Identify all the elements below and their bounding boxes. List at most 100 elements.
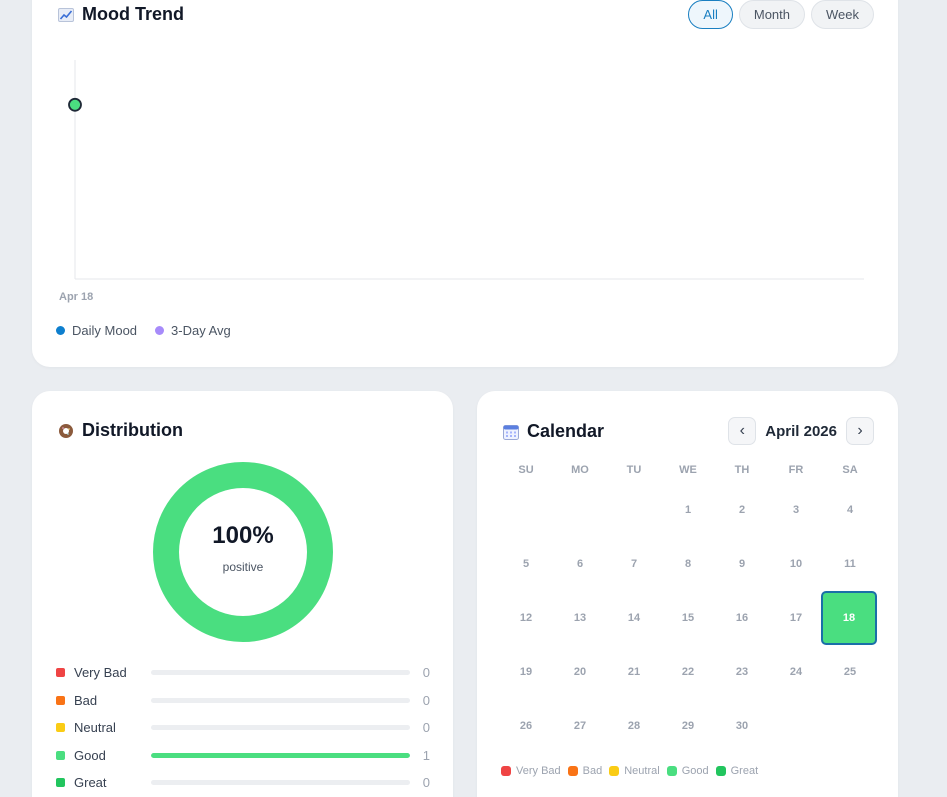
donut-subtitle: positive [222,560,264,574]
calendar-empty-cell [607,483,661,537]
distribution-title-text: Distribution [82,420,183,440]
donut-chart [153,462,333,642]
calendar-day[interactable]: 5 [522,558,530,570]
calendar-title: Calendar [503,421,604,442]
mood-trend-card: Mood Trend All Month Week Apr 18 Daily Moo… [32,0,898,367]
chart-increasing-icon [58,7,74,22]
distribution-swatch [56,778,65,788]
weekday-header: TH [734,464,750,476]
calendar-legend-swatch [609,766,620,776]
mood-trend-chart: Apr 18 [59,60,864,303]
distribution-row-good: Good 1 [56,742,430,770]
weekday-header: MO [571,464,589,476]
calendar-empty-cell [553,483,607,537]
calendar-legend-item: Great [715,765,759,777]
calendar-day[interactable]: 24 [789,666,803,678]
calendar-day[interactable]: 6 [576,558,584,570]
calendar-day[interactable]: 3 [792,504,800,516]
distribution-label: Very Bad [74,665,127,681]
calendar-day[interactable]: 12 [519,612,533,624]
weekday-header: SA [842,464,858,476]
distribution-label: Great [74,775,107,791]
filter-month-button[interactable]: Month [738,0,805,29]
calendar-legend-swatch [666,766,677,776]
calendar-day[interactable]: 21 [627,666,641,678]
calendar-day[interactable]: 30 [735,720,749,732]
calendar-day[interactable]: 11 [844,558,856,570]
trend-legend-item: 3-Day Avg [155,323,231,338]
calendar-day[interactable]: 9 [738,558,746,570]
mood-trend-title-text: Mood Trend [82,4,184,24]
filter-all-button[interactable]: All [688,0,733,29]
donut-icon [59,423,73,438]
calendar-day[interactable]: 20 [573,666,587,678]
prev-month-button[interactable]: ‹ [728,417,757,445]
distribution-bar [151,697,410,703]
calendar-legend-item: Bad [567,765,603,777]
legend-label: 3-Day Avg [171,323,231,338]
distribution-bar [151,670,410,676]
calendar-day[interactable]: 16 [735,612,749,624]
calendar-day[interactable]: 23 [735,666,749,678]
distribution-count: 1 [422,747,430,763]
calendar-day[interactable]: 2 [738,504,746,516]
weekday-header: SU [518,464,534,476]
distribution-bar [151,752,410,758]
distribution-donut: 100% positive [152,461,334,643]
calendar-card: Calendar ‹ April 2026 › SU MO TU WE TH FR SA 1 2… [477,391,898,797]
calendar-day[interactable]: 26 [519,720,533,732]
calendar-day[interactable]: 27 [573,720,587,732]
calendar-day[interactable]: 14 [627,612,641,624]
next-month-button[interactable]: › [846,417,874,445]
calendar-day[interactable]: 19 [519,666,533,678]
donut-center: 100% positive [152,461,334,643]
mood-trend-title: Mood Trend [58,4,184,25]
calendar-nav: ‹ April 2026 › [728,417,874,445]
calendar-day[interactable]: 7 [630,558,638,570]
calendar-icon [503,424,519,440]
calendar-day[interactable]: 13 [573,612,587,624]
calendar-legend-label: Great [730,765,759,777]
distribution-swatch [56,695,65,705]
distribution-row-great: Great 0 [56,769,430,797]
calendar-legend-swatch [715,766,726,776]
weekday-header: TU [626,464,642,476]
calendar-legend-swatch [567,766,578,776]
calendar-day[interactable]: 22 [681,666,695,678]
filter-week-button[interactable]: Week [811,0,874,29]
calendar-legend-label: Bad [582,765,603,777]
calendar-day[interactable]: 15 [681,612,695,624]
donut-arc-positive [153,462,333,642]
calendar-day[interactable]: 4 [846,504,854,516]
mood-point[interactable] [68,97,82,112]
month-label: April 2026 [765,422,837,440]
calendar-day[interactable]: 1 [684,504,692,516]
legend-label: Daily Mood [72,323,138,338]
calendar-day[interactable]: 29 [681,720,695,732]
calendar-day[interactable]: 10 [789,558,803,570]
distribution-rows: Very Bad 0 Bad 0 Neutral 0 Good 1 Great 0 [56,659,430,797]
calendar-legend-label: Neutral [624,765,660,777]
distribution-card: Distribution 100% positive Very Bad 0 Bad 0… [32,391,453,797]
calendar-legend-item: Neutral [609,765,660,777]
weekday-header: FR [788,464,804,476]
calendar-day[interactable]: 17 [789,612,803,624]
distribution-bar [151,725,410,731]
distribution-bar-fill [151,752,410,758]
calendar-day-selected[interactable]: 18 [821,591,877,645]
distribution-label: Bad [74,692,98,708]
calendar-legend: Very Bad Bad Neutral Good Great [501,765,758,777]
calendar-day[interactable]: 28 [627,720,641,732]
calendar-legend-item: Very Bad [501,765,561,777]
distribution-swatch [56,723,65,733]
distribution-swatch [56,750,65,760]
distribution-bar [151,780,410,786]
calendar-day[interactable]: 8 [684,558,692,570]
calendar-legend-swatch [501,766,511,776]
calendar-grid: SU MO TU WE TH FR SA 1 2 3 4 5 6 7 8 9 10 11 12 13 14 15 16 17 1… [499,457,877,753]
calendar-empty-cell [499,483,553,537]
calendar-day[interactable]: 25 [843,666,857,678]
calendar-title-text: Calendar [527,421,605,441]
legend-dot [56,326,65,335]
donut-percent: 100% [212,522,274,549]
